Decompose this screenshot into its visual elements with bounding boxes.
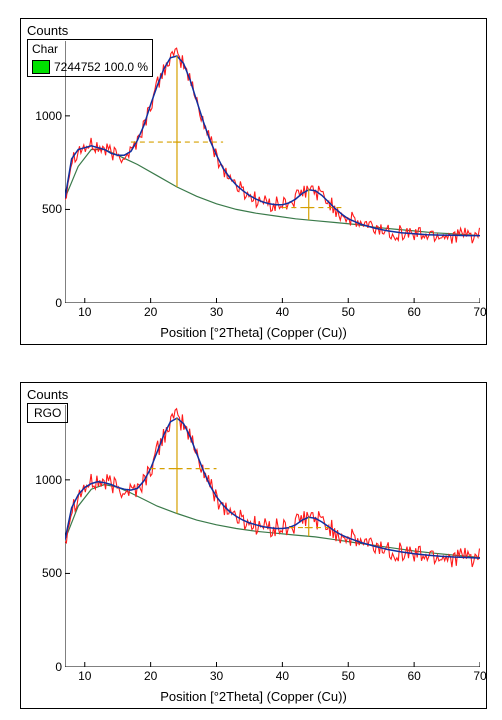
xtick-label: 60 [407, 669, 420, 683]
legend-title-char: Char [32, 42, 58, 56]
legend-title-rgo: RGO [34, 406, 61, 420]
xtick-label: 70 [473, 669, 486, 683]
xlabel-char: Position [°2Theta] (Copper (Cu)) [160, 325, 347, 340]
xtick-label: 30 [210, 305, 223, 319]
xtick-label: 50 [342, 669, 355, 683]
figure: Counts Char7244752 100.0 % Position [°2T… [0, 0, 502, 720]
xtick-label: 30 [210, 669, 223, 683]
legend-swatch-char [32, 60, 50, 74]
ytick-label: 0 [22, 296, 62, 310]
xtick-label: 10 [78, 669, 91, 683]
legend-rgo: RGO [27, 403, 68, 423]
xtick-label: 40 [276, 305, 289, 319]
xlabel-rgo: Position [°2Theta] (Copper (Cu)) [160, 689, 347, 704]
ylabel-rgo: Counts [27, 387, 68, 402]
xtick-label: 60 [407, 305, 420, 319]
xtick-label: 50 [342, 305, 355, 319]
panel-char: Counts Char7244752 100.0 % Position [°2T… [20, 18, 487, 345]
ytick-label: 500 [22, 202, 62, 216]
ytick-label: 0 [22, 660, 62, 674]
xtick-label: 20 [144, 669, 157, 683]
xtick-label: 10 [78, 305, 91, 319]
xtick-label: 70 [473, 305, 486, 319]
xtick-label: 40 [276, 669, 289, 683]
xtick-label: 20 [144, 305, 157, 319]
ytick-label: 1000 [22, 473, 62, 487]
panel-rgo: Counts RGO Position [°2Theta] (Copper (C… [20, 382, 487, 709]
ytick-label: 500 [22, 566, 62, 580]
ylabel-char: Counts [27, 23, 68, 38]
plot-rgo [65, 405, 480, 667]
ytick-label: 1000 [22, 109, 62, 123]
plot-char [65, 41, 480, 303]
